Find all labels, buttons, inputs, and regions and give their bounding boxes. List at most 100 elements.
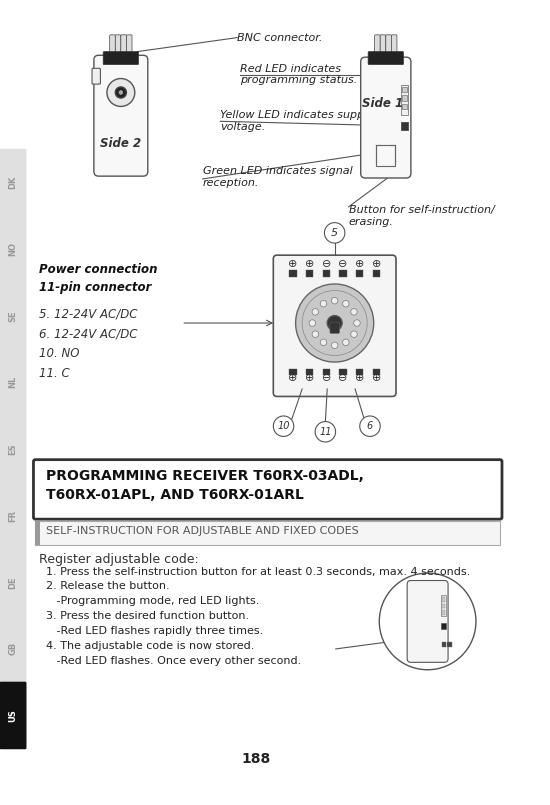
FancyBboxPatch shape: [356, 369, 364, 375]
Circle shape: [360, 416, 380, 436]
FancyBboxPatch shape: [322, 270, 330, 277]
FancyBboxPatch shape: [0, 482, 26, 549]
FancyBboxPatch shape: [373, 270, 380, 277]
Circle shape: [343, 339, 349, 345]
FancyBboxPatch shape: [0, 615, 26, 683]
Circle shape: [379, 573, 476, 670]
FancyBboxPatch shape: [289, 270, 296, 277]
Circle shape: [320, 300, 327, 307]
Text: -Red LED flashes rapidly three times.: -Red LED flashes rapidly three times.: [39, 626, 263, 636]
Text: ⊕: ⊕: [355, 259, 365, 270]
Text: NO: NO: [8, 242, 18, 256]
Circle shape: [273, 416, 294, 436]
Text: 4. The adjustable code is now stored.: 4. The adjustable code is now stored.: [39, 641, 255, 651]
Text: ⊖: ⊖: [322, 373, 331, 383]
FancyBboxPatch shape: [94, 56, 148, 176]
FancyBboxPatch shape: [442, 604, 446, 609]
FancyBboxPatch shape: [0, 216, 26, 283]
Text: Red LED indicates
programming status.: Red LED indicates programming status.: [240, 64, 357, 85]
Text: Side 2: Side 2: [100, 137, 141, 150]
FancyBboxPatch shape: [379, 148, 392, 163]
Text: ⊕: ⊕: [372, 373, 381, 383]
Circle shape: [302, 291, 367, 356]
FancyBboxPatch shape: [339, 369, 347, 375]
Circle shape: [107, 79, 135, 106]
Circle shape: [351, 308, 358, 315]
Text: ⊕: ⊕: [355, 373, 365, 383]
Text: DK: DK: [8, 175, 18, 189]
Circle shape: [320, 339, 327, 345]
Circle shape: [351, 331, 358, 337]
Circle shape: [116, 87, 127, 98]
Text: Power connection
11-pin connector: Power connection 11-pin connector: [39, 262, 157, 294]
Text: ⊕: ⊕: [372, 259, 381, 270]
FancyBboxPatch shape: [0, 415, 26, 483]
FancyBboxPatch shape: [377, 146, 395, 166]
Text: Green LED indicates signal
reception.: Green LED indicates signal reception.: [202, 166, 353, 188]
FancyBboxPatch shape: [0, 349, 26, 416]
Text: SE: SE: [8, 310, 18, 321]
Circle shape: [354, 320, 360, 326]
FancyBboxPatch shape: [373, 369, 380, 375]
Text: 2. Release the button.: 2. Release the button.: [39, 581, 169, 592]
Circle shape: [309, 320, 316, 326]
Text: ⊖: ⊖: [338, 373, 348, 383]
Circle shape: [295, 284, 373, 362]
Text: ⊕: ⊕: [305, 373, 314, 383]
Circle shape: [312, 331, 318, 337]
Circle shape: [332, 298, 338, 304]
FancyBboxPatch shape: [442, 610, 446, 615]
Circle shape: [343, 300, 349, 307]
FancyBboxPatch shape: [109, 35, 116, 56]
Text: ⊕: ⊕: [288, 259, 298, 270]
Text: 5. 12-24V AC/DC
6. 12-24V AC/DC
10. NO
11. C: 5. 12-24V AC/DC 6. 12-24V AC/DC 10. NO 1…: [39, 308, 138, 380]
Text: 188: 188: [241, 752, 270, 766]
FancyBboxPatch shape: [0, 682, 26, 749]
Text: ⊖: ⊖: [322, 259, 331, 270]
FancyBboxPatch shape: [0, 548, 26, 616]
Circle shape: [327, 316, 342, 331]
Text: BNC connector.: BNC connector.: [237, 33, 322, 43]
Text: ⊖: ⊖: [338, 259, 348, 270]
FancyBboxPatch shape: [392, 35, 397, 56]
Text: US: US: [8, 709, 18, 722]
Text: GB: GB: [8, 642, 18, 655]
FancyBboxPatch shape: [442, 597, 446, 602]
FancyBboxPatch shape: [356, 270, 364, 277]
Text: -Red LED flashes. Once every other second.: -Red LED flashes. Once every other secon…: [39, 656, 301, 666]
Circle shape: [315, 422, 336, 442]
FancyBboxPatch shape: [407, 580, 448, 663]
Bar: [35, 521, 40, 545]
FancyBboxPatch shape: [121, 35, 126, 56]
FancyBboxPatch shape: [273, 255, 396, 396]
FancyBboxPatch shape: [0, 282, 26, 349]
FancyBboxPatch shape: [322, 369, 330, 375]
Bar: [35, 521, 500, 545]
Text: FR: FR: [8, 510, 18, 522]
Circle shape: [324, 223, 345, 243]
Text: ⊕: ⊕: [305, 259, 314, 270]
FancyBboxPatch shape: [442, 642, 446, 646]
Text: Side 1: Side 1: [361, 97, 403, 110]
FancyBboxPatch shape: [400, 122, 408, 130]
FancyBboxPatch shape: [126, 35, 132, 56]
Text: DE: DE: [8, 576, 18, 588]
FancyBboxPatch shape: [447, 642, 452, 646]
FancyBboxPatch shape: [402, 87, 407, 93]
FancyBboxPatch shape: [116, 35, 121, 56]
FancyBboxPatch shape: [402, 104, 407, 109]
Circle shape: [119, 91, 123, 94]
FancyBboxPatch shape: [441, 596, 446, 616]
Circle shape: [312, 308, 318, 315]
Text: -Programming mode, red LED lights.: -Programming mode, red LED lights.: [39, 597, 260, 606]
FancyBboxPatch shape: [289, 369, 296, 375]
Text: 6: 6: [367, 421, 373, 431]
Text: 3. Press the desired function button.: 3. Press the desired function button.: [39, 611, 249, 621]
Text: SELF-INSTRUCTION FOR ADJUSTABLE AND FIXED CODES: SELF-INSTRUCTION FOR ADJUSTABLE AND FIXE…: [47, 526, 359, 535]
FancyBboxPatch shape: [0, 149, 26, 217]
Circle shape: [332, 342, 338, 349]
FancyBboxPatch shape: [386, 35, 392, 56]
FancyBboxPatch shape: [400, 85, 408, 115]
FancyBboxPatch shape: [339, 270, 347, 277]
FancyBboxPatch shape: [441, 623, 446, 629]
